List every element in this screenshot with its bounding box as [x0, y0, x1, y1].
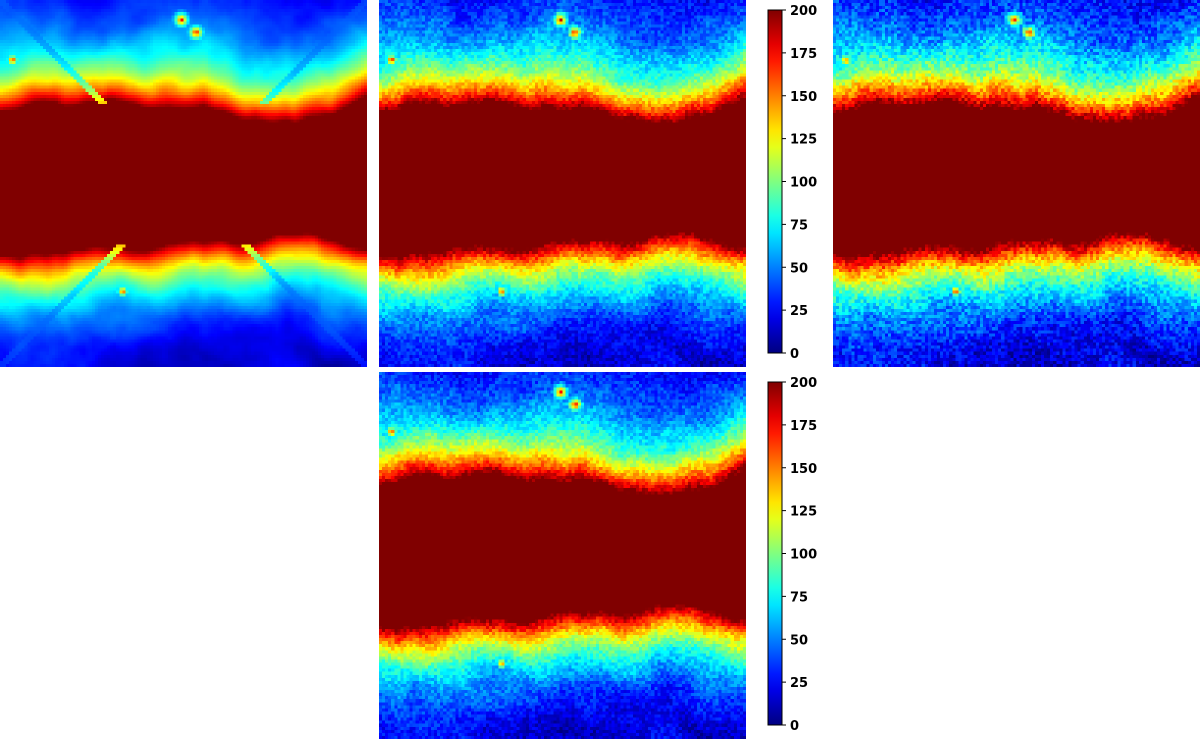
- colorbar-tick-label: 100: [790, 548, 817, 563]
- colorbar-tick-label: 25: [790, 304, 808, 319]
- colorbar-tick-label: 50: [790, 261, 808, 276]
- colorbar-tick-label: 150: [790, 462, 817, 477]
- colorbar-tick-label: 150: [790, 90, 817, 105]
- colorbar-tick-label: 75: [790, 590, 808, 605]
- colorbar-tick-label: 100: [790, 176, 817, 191]
- colorbar-tick-label: 125: [790, 505, 817, 520]
- colorbar-gradient: [767, 381, 783, 726]
- heatmap-panel-a: [0, 0, 367, 367]
- colorbar-tick-label: 125: [790, 133, 817, 148]
- colorbar-top: 0 25 50 75 100 125 150 175 200: [764, 4, 854, 362]
- colorbar-tick-label: 175: [790, 47, 817, 62]
- colorbar-svg: 0 25 50 75 100 125 150 175 200: [767, 376, 817, 734]
- heatmap-canvas-c: [833, 0, 1200, 367]
- colorbar-tick-label: 175: [790, 419, 817, 434]
- colorbar-gradient: [767, 9, 783, 354]
- heatmap-canvas-a: [0, 0, 367, 367]
- colorbar-tick-label: 200: [790, 4, 817, 19]
- colorbar-tick-label: 50: [790, 633, 808, 648]
- colorbar-svg: 0 25 50 75 100 125 150 175 200: [767, 4, 817, 362]
- heatmap-panel-d: [379, 372, 746, 739]
- heatmap-canvas-d: [379, 372, 746, 739]
- heatmap-panel-c: [833, 0, 1200, 367]
- colorbar-bottom: 0 25 50 75 100 125 150 175 200: [764, 376, 854, 734]
- colorbar-tick-label: 0: [790, 347, 799, 362]
- heatmap-canvas-b: [379, 0, 746, 367]
- colorbar-tick-label: 0: [790, 719, 799, 734]
- colorbar-tick-label: 75: [790, 218, 808, 233]
- colorbar-tick-label: 25: [790, 676, 808, 691]
- heatmap-panel-b: [379, 0, 746, 367]
- colorbar-tick-label: 200: [790, 376, 817, 391]
